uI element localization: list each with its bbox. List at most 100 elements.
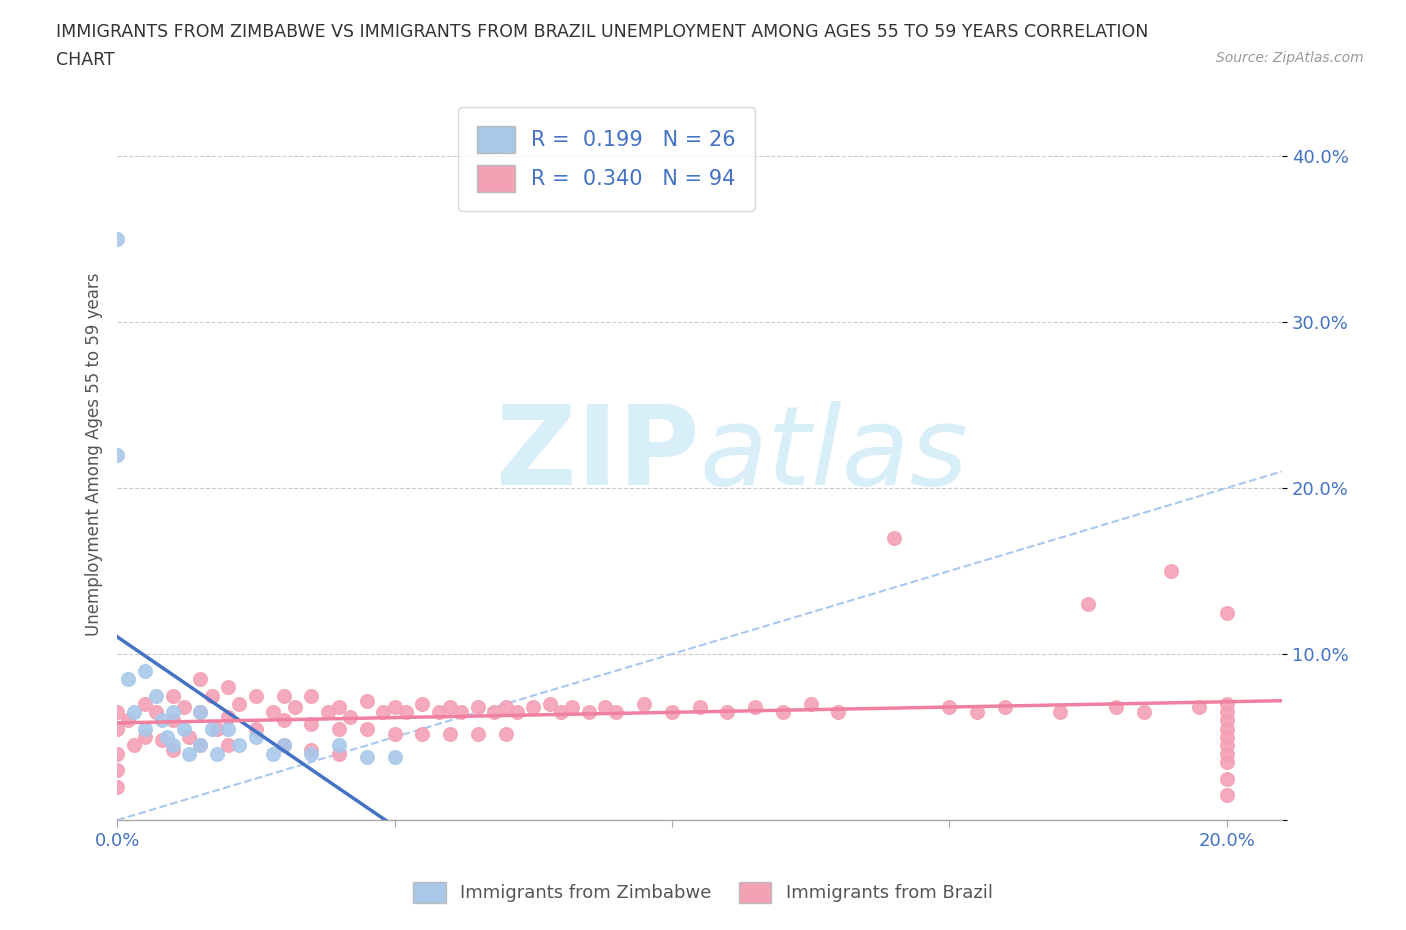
Point xyxy=(190,705,212,720)
Y-axis label: Unemployment Among Ages 55 to 59 years: Unemployment Among Ages 55 to 59 years xyxy=(86,273,103,636)
Point xyxy=(162,705,184,720)
Point xyxy=(716,705,738,720)
Text: Source: ZipAtlas.com: Source: ZipAtlas.com xyxy=(1216,51,1364,65)
Point xyxy=(772,705,794,720)
Point xyxy=(262,705,284,720)
Point xyxy=(284,699,307,714)
Point xyxy=(1216,722,1239,737)
Point xyxy=(162,713,184,728)
Point xyxy=(217,722,239,737)
Point xyxy=(190,737,212,752)
Point xyxy=(1216,754,1239,769)
Point xyxy=(744,699,766,714)
Point xyxy=(217,737,239,752)
Point xyxy=(450,705,472,720)
Text: IMMIGRANTS FROM ZIMBABWE VS IMMIGRANTS FROM BRAZIL UNEMPLOYMENT AMONG AGES 55 TO: IMMIGRANTS FROM ZIMBABWE VS IMMIGRANTS F… xyxy=(56,23,1149,41)
Point xyxy=(299,743,322,758)
Point xyxy=(384,699,406,714)
Point xyxy=(179,746,201,761)
Point xyxy=(200,688,222,703)
Point xyxy=(190,671,212,686)
Point xyxy=(316,705,339,720)
Point xyxy=(883,530,905,545)
Point xyxy=(373,705,395,720)
Point xyxy=(122,737,145,752)
Point xyxy=(328,737,350,752)
Point xyxy=(156,730,179,745)
Point xyxy=(105,447,128,462)
Point xyxy=(1216,705,1239,720)
Point xyxy=(162,737,184,752)
Point xyxy=(411,697,433,711)
Point xyxy=(122,705,145,720)
Point xyxy=(200,722,222,737)
Point xyxy=(595,699,617,714)
Text: atlas: atlas xyxy=(700,401,969,509)
Point xyxy=(150,713,173,728)
Point xyxy=(245,688,267,703)
Point xyxy=(561,699,583,714)
Point xyxy=(328,746,350,761)
Point xyxy=(173,699,195,714)
Point xyxy=(179,730,201,745)
Point xyxy=(173,722,195,737)
Point xyxy=(550,705,572,720)
Point xyxy=(505,705,527,720)
Point xyxy=(145,705,167,720)
Point xyxy=(522,699,544,714)
Point xyxy=(427,705,450,720)
Point xyxy=(190,705,212,720)
Point xyxy=(1077,597,1099,612)
Point xyxy=(162,743,184,758)
Point xyxy=(661,705,683,720)
Point xyxy=(1216,697,1239,711)
Point xyxy=(1216,737,1239,752)
Point xyxy=(384,726,406,741)
Point xyxy=(395,705,418,720)
Point xyxy=(328,722,350,737)
Point xyxy=(1216,746,1239,761)
Point xyxy=(105,722,128,737)
Point xyxy=(538,697,561,711)
Point xyxy=(328,699,350,714)
Point xyxy=(105,763,128,777)
Point xyxy=(217,680,239,695)
Point xyxy=(190,737,212,752)
Point xyxy=(228,737,250,752)
Point xyxy=(495,726,517,741)
Point xyxy=(356,693,378,708)
Point xyxy=(1049,705,1071,720)
Point xyxy=(384,750,406,764)
Point xyxy=(484,705,506,720)
Point xyxy=(228,697,250,711)
Point xyxy=(105,232,128,246)
Point xyxy=(439,699,461,714)
Point xyxy=(1160,564,1182,578)
Point xyxy=(217,710,239,724)
Point xyxy=(411,726,433,741)
Point xyxy=(273,737,295,752)
Point xyxy=(633,697,655,711)
Text: ZIP: ZIP xyxy=(496,401,700,509)
Point xyxy=(117,713,139,728)
Point xyxy=(205,746,228,761)
Point xyxy=(299,746,322,761)
Point xyxy=(1216,730,1239,745)
Point xyxy=(134,697,156,711)
Point xyxy=(1132,705,1154,720)
Point xyxy=(689,699,711,714)
Point xyxy=(1105,699,1128,714)
Legend: R =  0.199   N = 26, R =  0.340   N = 94: R = 0.199 N = 26, R = 0.340 N = 94 xyxy=(458,107,755,211)
Point xyxy=(162,688,184,703)
Point xyxy=(356,750,378,764)
Point xyxy=(273,737,295,752)
Point xyxy=(245,722,267,737)
Point xyxy=(245,730,267,745)
Point xyxy=(299,688,322,703)
Point xyxy=(339,710,361,724)
Point xyxy=(134,663,156,678)
Point xyxy=(105,746,128,761)
Point xyxy=(800,697,823,711)
Point xyxy=(273,713,295,728)
Legend: Immigrants from Zimbabwe, Immigrants from Brazil: Immigrants from Zimbabwe, Immigrants fro… xyxy=(405,872,1001,911)
